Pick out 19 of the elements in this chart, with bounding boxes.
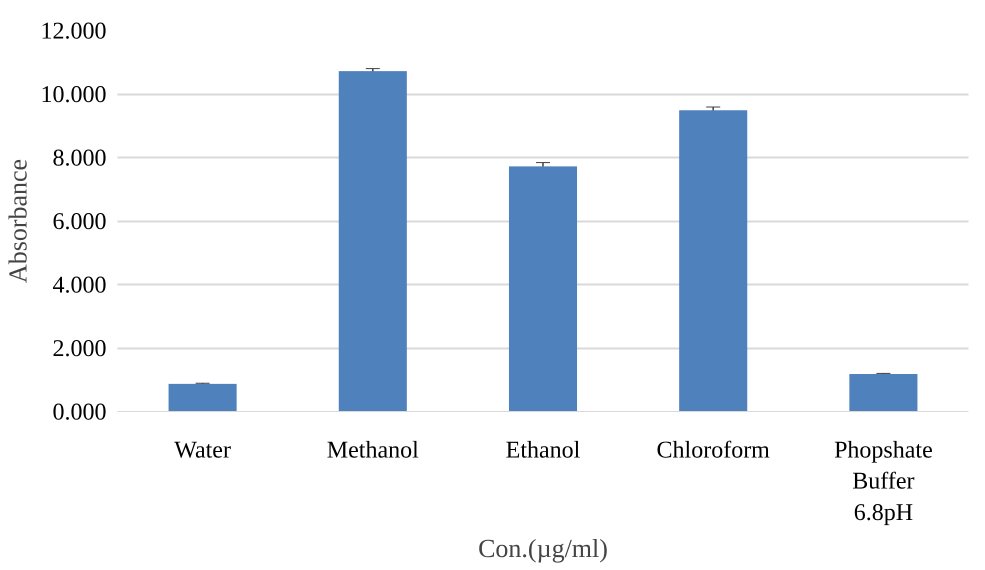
y-tick-label: 12.000 — [40, 18, 106, 44]
bar — [679, 110, 748, 412]
bar — [338, 71, 407, 412]
x-tick-label: Chloroform — [656, 438, 770, 464]
y-tick-label: 4.000 — [52, 272, 106, 298]
x-axis-title: Con.(µg/ml) — [478, 534, 608, 563]
x-tick-label: Phopshate Buffer 6.8pH — [834, 438, 933, 526]
x-tick-label: Water — [174, 438, 231, 464]
bar — [849, 374, 918, 412]
y-tick-label: 10.000 — [40, 82, 106, 108]
y-tick-label: 6.000 — [52, 209, 106, 235]
y-tick-label: 0.000 — [52, 400, 106, 426]
y-tick-label: 8.000 — [52, 146, 106, 172]
y-axis-title: Absorbance — [4, 158, 32, 284]
y-tick-label: 2.000 — [52, 336, 106, 362]
x-tick-label: Methanol — [326, 438, 420, 464]
bar — [168, 384, 237, 412]
bar — [508, 166, 578, 412]
x-tick-label: Ethanol — [506, 438, 581, 464]
